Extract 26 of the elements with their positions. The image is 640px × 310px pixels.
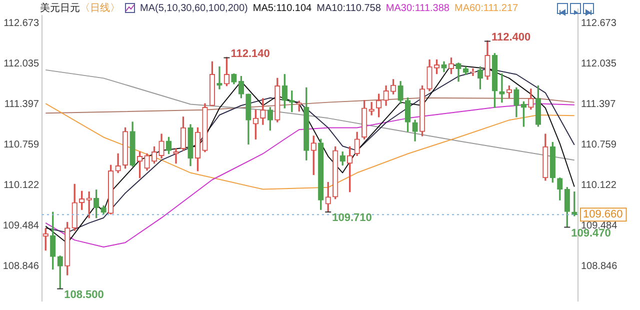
text: MA10:110.758 [316, 2, 381, 14]
y-tick-label: 112.673 [4, 18, 40, 30]
y2-tick-label: 110.759 [581, 140, 617, 151]
y-tick-label: 110.122 [4, 180, 40, 192]
annotation: 112.400 [491, 31, 531, 44]
y2-tick-label: 112.035 [581, 58, 617, 70]
y2-tick-label: 111.397 [581, 99, 616, 110]
annotation: 109.710 [332, 212, 372, 224]
y-tick-label: 109.484 [2, 220, 40, 232]
text: MA5:110.104 [252, 2, 312, 14]
y-tick-label: 111.397 [4, 99, 40, 110]
ref-line-label: 109.660 [583, 208, 623, 221]
text: MA30:111.388 [386, 2, 450, 14]
y-tick-label: 108.846 [2, 261, 40, 272]
chart-subtitle: 〈日线〉 [80, 2, 120, 15]
y-tick-label: 110.759 [4, 140, 40, 151]
y2-tick-label: 110.122 [581, 180, 617, 192]
annotation: 108.500 [64, 288, 104, 301]
text: MA60:111.217 [454, 2, 518, 14]
y2-tick-label: 112.673 [581, 18, 617, 30]
annotation: MA(5,10,30,60,100,200) [140, 2, 248, 14]
y2-tick-label: 108.846 [581, 261, 618, 272]
candlestick [499, 73, 505, 103]
annotation: 112.140 [230, 48, 270, 60]
y-tick-label: 112.035 [4, 58, 40, 70]
chart-title: 美元日元 [40, 2, 80, 15]
